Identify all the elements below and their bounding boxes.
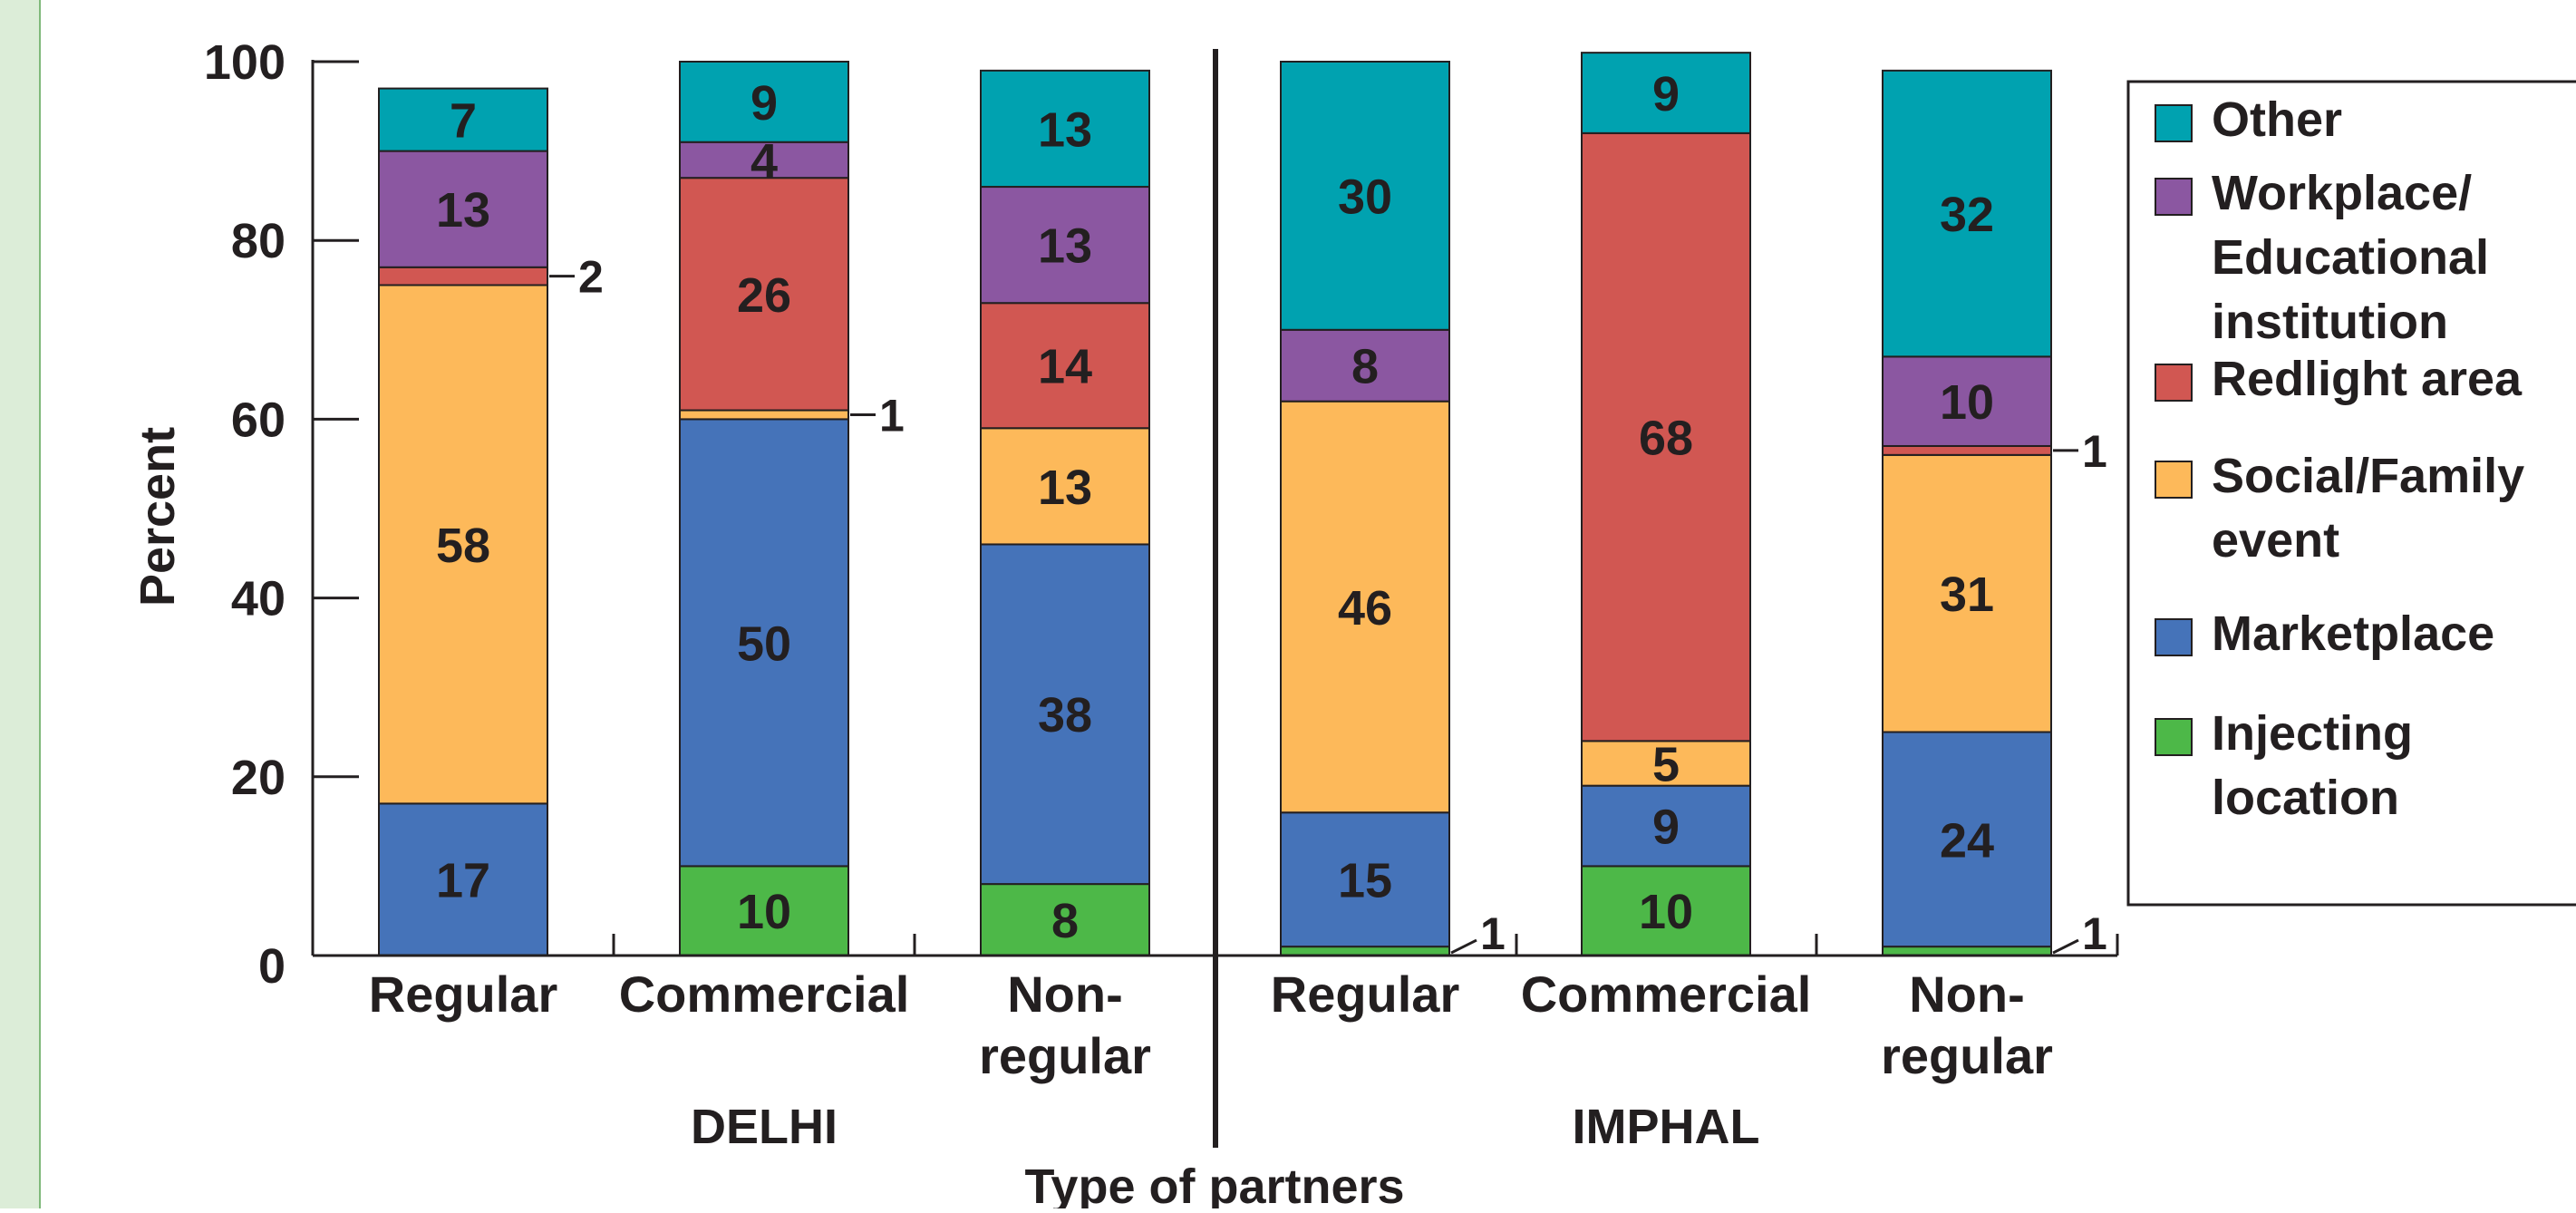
bar-value-label: 50 xyxy=(737,616,791,671)
bar-value-label: 9 xyxy=(751,76,778,131)
bar-segment-workplace-educational-institution-1 xyxy=(679,141,849,180)
bar-value-label: 32 xyxy=(1940,188,1994,242)
legend-label-other: Other xyxy=(2212,92,2342,147)
x-axis-title: Type of partners xyxy=(1024,1160,1404,1208)
legend-label-social-family-event: event xyxy=(2212,513,2339,568)
legend-swatch-social-family-event xyxy=(2155,461,2193,499)
bar-value-label: 15 xyxy=(1338,854,1392,908)
y-tick-label: 100 xyxy=(204,35,286,90)
bar-segment-redlight-area-4 xyxy=(1581,131,1751,742)
x-category-label: Regular xyxy=(1271,966,1460,1023)
legend-swatch-workplace-educational-institution xyxy=(2155,178,2193,216)
bar-value-label: 13 xyxy=(1038,102,1092,157)
bar-value-label: 26 xyxy=(737,268,791,323)
callout-leader xyxy=(2052,938,2079,955)
group-label-imphal: IMPHAL xyxy=(1573,1100,1760,1154)
legend-label-redlight-area: Redlight area xyxy=(2212,352,2523,406)
bar-value-label: 4 xyxy=(751,134,778,189)
callout-leader xyxy=(1450,938,1477,955)
bar-segment-social-family-event-0 xyxy=(378,284,548,805)
y-tick-label: 40 xyxy=(231,572,286,626)
bar-value-label: 10 xyxy=(1940,375,1994,430)
bar-value-label: 9 xyxy=(1652,67,1680,121)
bar-segment-other-0 xyxy=(378,87,548,152)
bar-segment-other-1 xyxy=(679,61,849,143)
bar-segment-social-family-event-1 xyxy=(679,409,849,421)
x-category-label: Non- xyxy=(1909,966,2025,1023)
legend-label-injecting-location: location xyxy=(2212,771,2399,825)
bar-segment-injecting-location-1 xyxy=(679,865,849,957)
x-category-label: Regular xyxy=(369,966,558,1023)
left-page-strip xyxy=(0,0,40,1208)
legend-label-workplace-educational-institution: Workplace/ xyxy=(2212,166,2472,220)
bar-segment-marketplace-2 xyxy=(980,543,1150,886)
bar-segment-redlight-area-0 xyxy=(378,266,548,286)
bar-value-label: 46 xyxy=(1338,581,1392,636)
legend-swatch-other xyxy=(2155,104,2193,142)
bar-segment-redlight-area-2 xyxy=(980,302,1150,430)
legend-label-workplace-educational-institution: Educational xyxy=(2212,230,2489,285)
bar-value-label: 5 xyxy=(1652,737,1680,791)
x-category-label: regular xyxy=(1881,1027,2053,1084)
legend-label-social-family-event: Social/Family xyxy=(2212,449,2524,503)
y-tick-label: 0 xyxy=(258,939,286,994)
bar-value-label: 10 xyxy=(737,885,791,939)
y-tick-label: 80 xyxy=(231,214,286,268)
bar-segment-marketplace-4 xyxy=(1581,784,1751,868)
bar-segment-workplace-educational-institution-5 xyxy=(1882,355,2052,447)
bar-value-label: 31 xyxy=(1940,568,1994,622)
legend-label-injecting-location: Injecting xyxy=(2212,706,2413,761)
bar-segment-marketplace-5 xyxy=(1882,731,2052,948)
bar-segment-social-family-event-3 xyxy=(1280,400,1450,814)
bar-value-label: 9 xyxy=(1652,800,1680,854)
bar-value-label: 8 xyxy=(1351,340,1379,394)
bar-value-label: 13 xyxy=(1038,461,1092,515)
bar-segment-redlight-area-5 xyxy=(1882,444,2052,456)
group-label-delhi: DELHI xyxy=(691,1100,838,1154)
legend-swatch-marketplace xyxy=(2155,618,2193,656)
bar-value-label: 38 xyxy=(1038,688,1092,742)
x-category-label: Commercial xyxy=(1521,966,1812,1023)
bar-segment-social-family-event-2 xyxy=(980,427,1150,546)
bar-segment-other-4 xyxy=(1581,52,1751,134)
x-category-label: regular xyxy=(979,1027,1151,1084)
bar-value-label: 13 xyxy=(1038,219,1092,274)
bar-value-label: 24 xyxy=(1940,813,1994,868)
bar-value-label: 13 xyxy=(436,183,490,238)
legend-swatch-redlight-area xyxy=(2155,364,2193,402)
x-category-label: Commercial xyxy=(619,966,910,1023)
y-axis-title: Percent xyxy=(131,427,185,606)
callout-label: 1 xyxy=(2082,426,2107,477)
bar-value-label: 8 xyxy=(1051,894,1079,948)
bar-value-label: 68 xyxy=(1639,412,1693,466)
callout-label: 1 xyxy=(1480,908,1506,959)
bar-segment-workplace-educational-institution-3 xyxy=(1280,328,1450,403)
legend-swatch-injecting-location xyxy=(2155,718,2193,756)
bar-value-label: 58 xyxy=(436,519,490,573)
callout-label: 1 xyxy=(2082,908,2107,959)
y-tick-label: 60 xyxy=(231,393,286,447)
bar-value-label: 14 xyxy=(1038,340,1092,394)
bar-segment-other-3 xyxy=(1280,61,1450,331)
bar-segment-other-5 xyxy=(1882,69,2052,358)
legend-label-marketplace: Marketplace xyxy=(2212,606,2494,661)
callout-label: 2 xyxy=(578,252,604,303)
x-category-label: Non- xyxy=(1007,966,1123,1023)
bar-value-label: 10 xyxy=(1639,885,1693,939)
bar-segment-other-2 xyxy=(980,69,1150,189)
bar-segment-redlight-area-1 xyxy=(679,177,849,412)
legend-label-workplace-educational-institution: institution xyxy=(2212,295,2448,349)
legend-box xyxy=(2126,80,2576,907)
bar-value-label: 30 xyxy=(1338,170,1392,224)
bar-segment-marketplace-1 xyxy=(679,418,849,868)
callout-label: 1 xyxy=(879,390,905,441)
bar-value-label: 7 xyxy=(450,94,477,149)
bar-value-label: 17 xyxy=(436,854,490,908)
y-tick-label: 20 xyxy=(231,751,286,805)
